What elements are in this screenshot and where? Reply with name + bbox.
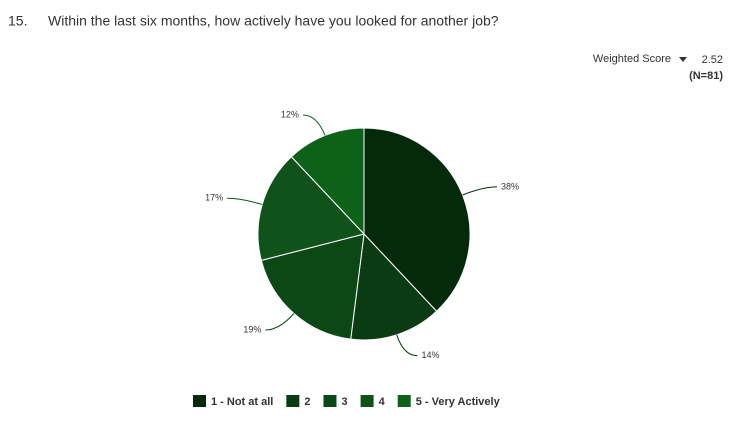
legend-label: 5 - Very Actively (416, 396, 501, 408)
question-title: Within the last six months, how actively… (48, 13, 499, 29)
legend-label: 1 - Not at all (211, 396, 273, 408)
legend-swatch (286, 395, 300, 407)
legend-label: 4 (379, 396, 386, 408)
dropdown-arrow[interactable] (679, 57, 687, 62)
data-label: 17% (205, 193, 223, 203)
data-label: 12% (281, 109, 299, 119)
question-number: 15. (8, 13, 27, 29)
pie-slice (260, 233, 365, 340)
legend-swatch (397, 395, 411, 407)
data-label: 38% (501, 181, 519, 191)
data-label: 14% (422, 350, 440, 360)
data-label: 19% (243, 324, 261, 334)
pie-slice (350, 232, 438, 341)
score-label[interactable]: Weighted Score (593, 53, 671, 65)
pie: 38% 14% 19% 17% 12% (205, 109, 519, 360)
legend-label: 3 (341, 396, 347, 408)
legend-label: 2 (304, 396, 310, 408)
legend-swatch (193, 395, 206, 407)
leader-line (462, 186, 498, 196)
score: 2.52 (702, 54, 723, 66)
n-label: (N=81) (689, 70, 723, 82)
leader-line (227, 197, 263, 205)
legend: 1 - Not at all 2 3 4 5 - Very Actively (193, 395, 501, 408)
leader-line (396, 334, 418, 357)
legend-swatch (360, 395, 374, 407)
leader-line (302, 114, 326, 136)
legend-swatch (323, 395, 337, 407)
leader-line (265, 313, 295, 331)
